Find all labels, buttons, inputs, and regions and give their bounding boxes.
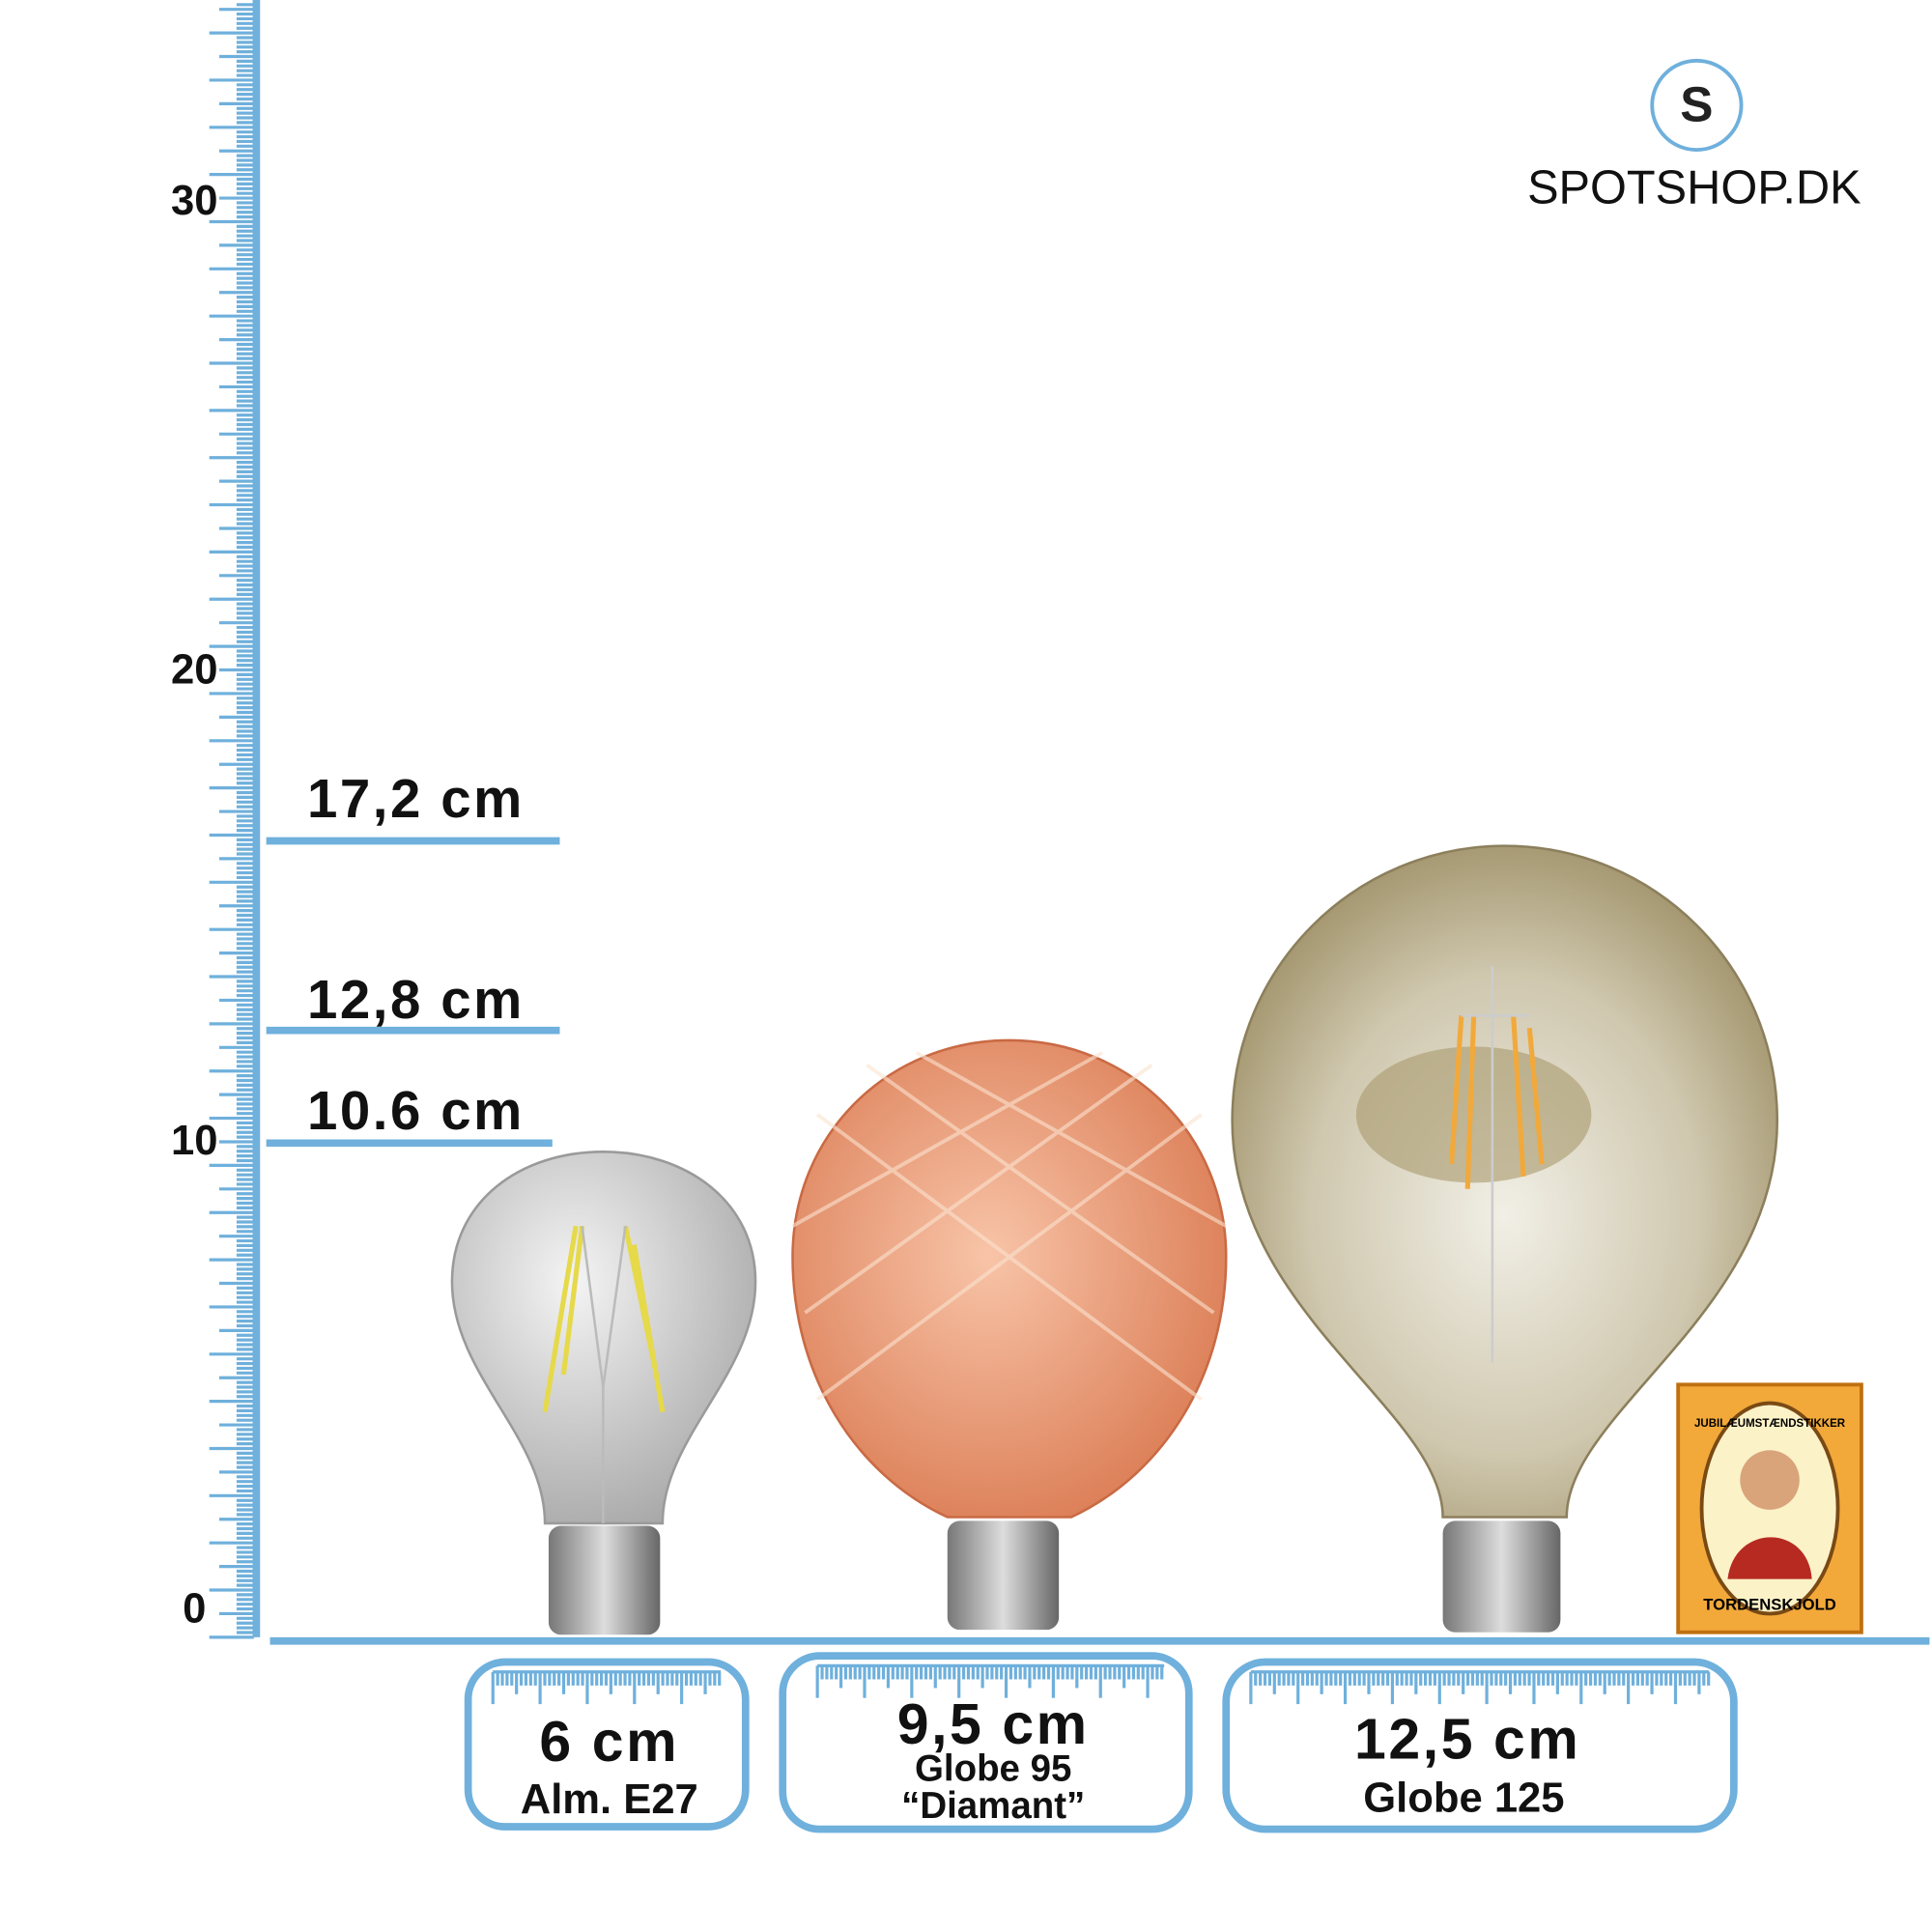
bulb-a60 xyxy=(450,1151,757,1635)
logo-name: SPOTSHOP.DK xyxy=(1527,161,1861,213)
height-label: 10.6 cm xyxy=(307,1080,525,1141)
width-ruler xyxy=(815,1663,1165,1698)
ruler-label: 10 xyxy=(171,1118,217,1164)
ruler-label: 30 xyxy=(171,178,217,224)
height-label: 12,8 cm xyxy=(307,969,525,1030)
bulb-name: “Diamant” xyxy=(901,1785,1085,1827)
width-ruler xyxy=(1249,1670,1711,1705)
width-box: 6 cm Alm. E27 xyxy=(464,1658,750,1831)
width-label: 6 cm xyxy=(539,1711,679,1774)
height-label: 17,2 cm xyxy=(307,768,525,829)
logo-letter: S xyxy=(1680,77,1713,132)
width-ruler xyxy=(491,1670,722,1705)
ruler-label: 20 xyxy=(171,647,217,694)
width-box: 9,5 cm Globe 95 “Diamant” xyxy=(779,1652,1193,1833)
width-box: 12,5 cm Globe 125 xyxy=(1222,1658,1738,1833)
bulb-globe125 xyxy=(1231,844,1779,1633)
matchbox-top: JUBILÆUMSTÆNDSTIKKER xyxy=(1694,1418,1846,1430)
bulb-name: Alm. E27 xyxy=(521,1776,698,1823)
matchbox: JUBILÆUMSTÆNDSTIKKER TORDENSKJOLD xyxy=(1676,1382,1863,1634)
bulb-name: Globe 125 xyxy=(1363,1776,1564,1822)
vertical-ruler xyxy=(209,0,261,1639)
height-markers: 17,2 cm 12,8 cm 10.6 cm xyxy=(266,768,560,1148)
ruler-label: 0 xyxy=(183,1585,206,1632)
matchbox-bottom: TORDENSKJOLD xyxy=(1703,1596,1836,1614)
bulb-globe95 xyxy=(791,1038,1228,1631)
bulb-name: Globe 95 xyxy=(915,1748,1071,1790)
logo: S SPOTSHOP.DK xyxy=(1527,58,1861,213)
width-label: 12,5 cm xyxy=(1354,1709,1580,1772)
width-label: 9,5 cm xyxy=(897,1693,1090,1756)
